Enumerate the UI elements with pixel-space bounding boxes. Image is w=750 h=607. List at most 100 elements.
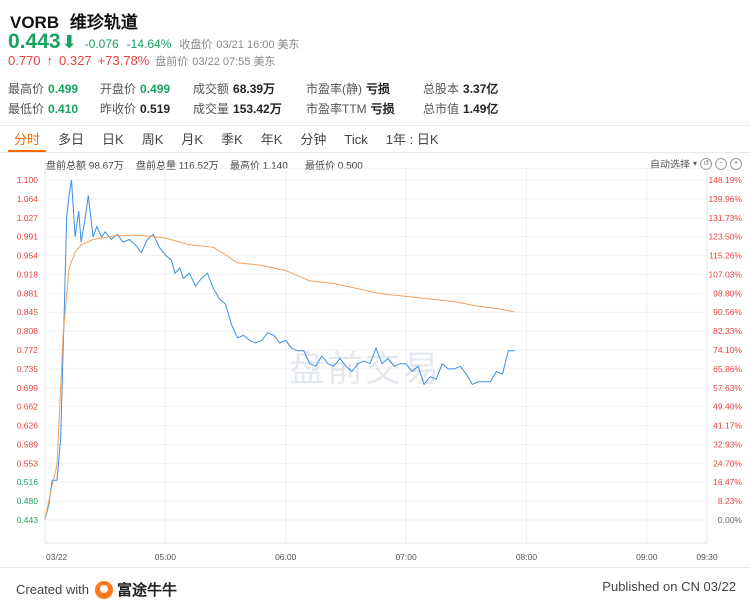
tab-minute[interactable]: 分钟 [300, 132, 327, 147]
ticker: VORB [10, 13, 60, 32]
pct-tick-label: 98.80% [713, 288, 742, 298]
x-tick-label: 05:00 [155, 552, 177, 562]
premarket-time: 03/22 07:55 美东 [192, 56, 276, 68]
pct-tick-label: 107.03% [708, 269, 742, 279]
x-tick-label: 07:00 [395, 552, 417, 562]
stat-low: 最低价 0.410 [8, 102, 79, 116]
plot-frame [44, 168, 708, 544]
tab-intraday[interactable]: 分时 [8, 130, 47, 152]
chart-series [44, 179, 515, 520]
pct-tick-label: 49.40% [713, 402, 742, 412]
current-price: 0.443 [8, 30, 61, 53]
stat-market-cap: 总市值 1.49亿 [423, 102, 499, 116]
x-tick-label: 06:00 [275, 552, 297, 562]
average-line [44, 234, 515, 520]
premarket-watermark: 盘前交易 [289, 348, 441, 389]
premarket-label: 盘前价 [155, 56, 189, 68]
price-change: -0.076 [84, 37, 119, 51]
stat-turnover: 成交额 68.39万 [193, 82, 276, 96]
y-tick-label: 0.626 [17, 421, 39, 431]
y-tick-label: 0.918 [17, 269, 39, 279]
auto-select-dropdown[interactable]: 自动选择 ▾ ↺ − + [650, 156, 742, 171]
y-tick-label: 0.699 [17, 383, 39, 393]
pct-tick-label: 0.00% [718, 515, 743, 525]
y-tick-label: 0.881 [17, 288, 39, 298]
divider [0, 125, 750, 126]
premarket-change: 0.327 [59, 53, 92, 68]
stock-title: VORB 维珍轨道 [10, 8, 144, 33]
y-tick-label: 1.064 [17, 194, 39, 204]
y-tick-label: 0.443 [17, 515, 39, 525]
y-tick-label: 1.027 [17, 213, 39, 223]
x-tick-label: 03/22 [46, 552, 68, 562]
created-with-label: Created with [16, 582, 89, 597]
intraday-chart[interactable]: 盘前交易 1.100 1.064 1.027 0.991 0.954 0.918 0.881… [0, 168, 750, 568]
y-tick-label: 0.845 [17, 307, 39, 317]
pct-tick-label: 148.19% [708, 175, 742, 185]
stat-volume: 成交量 153.42万 [193, 102, 282, 116]
pct-tick-label: 82.33% [713, 326, 742, 336]
pct-tick-label: 24.70% [713, 458, 742, 468]
pct-tick-label: 90.56% [713, 307, 742, 317]
tab-quarterly-k[interactable]: 季K [221, 132, 243, 147]
price-line [44, 179, 515, 520]
y-tick-label: 0.735 [17, 364, 39, 374]
y-tick-label: 0.991 [17, 232, 39, 242]
pct-tick-label: 131.73% [708, 213, 742, 223]
tab-tick[interactable]: Tick [344, 132, 368, 147]
y-tick-label: 0.553 [17, 458, 39, 468]
y-tick-label: 0.516 [17, 477, 39, 487]
published-date: Published on CN 03/22 [602, 579, 736, 594]
pct-tick-label: 57.63% [713, 383, 742, 393]
logo-text: 富途牛牛 [116, 582, 177, 599]
reset-icon[interactable]: ↺ [700, 157, 712, 170]
down-arrow-icon: ⬇ [61, 32, 77, 52]
chart-tabs: 分时 多日 日K 周K 月K 季K 年K 分钟 Tick 1年 : 日K [8, 130, 451, 152]
x-tick-label: 09:00 [636, 552, 658, 562]
divider [0, 152, 750, 153]
y-tick-label: 0.589 [17, 439, 39, 449]
chart-grid [44, 168, 708, 544]
futu-logo-icon [94, 580, 113, 599]
auto-select-label: 自动选择 [649, 160, 690, 171]
stat-prev-close: 昨收价 0.519 [100, 102, 171, 116]
premarket-row: 0.770 ↑ 0.327 +73.78% 盘前价 03/22 07:55 美东 [8, 53, 279, 69]
stat-pe-ttm: 市盈率TTM 亏损 [306, 102, 395, 116]
y-tick-label: 0.954 [17, 251, 39, 261]
zoom-in-icon[interactable]: + [730, 157, 742, 170]
y-tick-label: 1.100 [17, 175, 39, 185]
tab-multiday[interactable]: 多日 [58, 132, 85, 147]
stat-high: 最高价 0.499 [8, 82, 79, 96]
stat-pe-static: 市盈率(静) 亏损 [306, 82, 391, 96]
company-name: 维珍轨道 [69, 13, 138, 32]
premarket-change-pct: +73.78% [97, 53, 150, 68]
pct-tick-label: 32.93% [713, 439, 742, 449]
price-row: 0.443 ⬇ -0.076 -14.64% 收盘价 03/21 16:00 美… [8, 30, 304, 54]
chart-high: 最高价 1.140 [230, 161, 288, 172]
y-tick-label: 0.808 [17, 326, 39, 336]
tab-1y-daily[interactable]: 1年 : 日K [385, 132, 439, 147]
created-with: Created with 富途牛牛 [16, 579, 177, 600]
footer: Created with 富途牛牛 Published on CN 03/22 [0, 570, 750, 607]
y-tick-label: 0.480 [17, 496, 39, 506]
divider [0, 567, 750, 568]
zoom-out-icon[interactable]: − [715, 157, 727, 170]
pct-tick-label: 16.47% [713, 477, 742, 487]
premarket-turnover: 盘前总额 98.67万 [46, 161, 124, 172]
up-arrow-icon: ↑ [46, 53, 54, 68]
tab-weekly-k[interactable]: 周K [141, 132, 164, 147]
x-axis: 03/22 05:00 06:00 07:00 08:00 09:00 09:30 [46, 552, 718, 562]
pct-tick-label: 41.17% [713, 421, 742, 431]
close-label: 收盘价 [179, 39, 213, 51]
close-time: 03/21 16:00 美东 [216, 39, 300, 51]
pct-tick-label: 123.50% [708, 232, 742, 242]
tab-yearly-k[interactable]: 年K [260, 132, 283, 147]
tab-monthly-k[interactable]: 月K [181, 132, 204, 147]
tab-daily-k[interactable]: 日K [102, 132, 124, 147]
premarket-volume: 盘前总量 116.52万 [136, 161, 219, 172]
pct-tick-label: 115.26% [709, 251, 742, 261]
y-tick-label: 0.662 [17, 402, 39, 412]
pct-tick-label: 139.96% [708, 194, 742, 204]
y-tick-label: 0.772 [17, 345, 39, 355]
premarket-price: 0.770 [8, 53, 41, 68]
